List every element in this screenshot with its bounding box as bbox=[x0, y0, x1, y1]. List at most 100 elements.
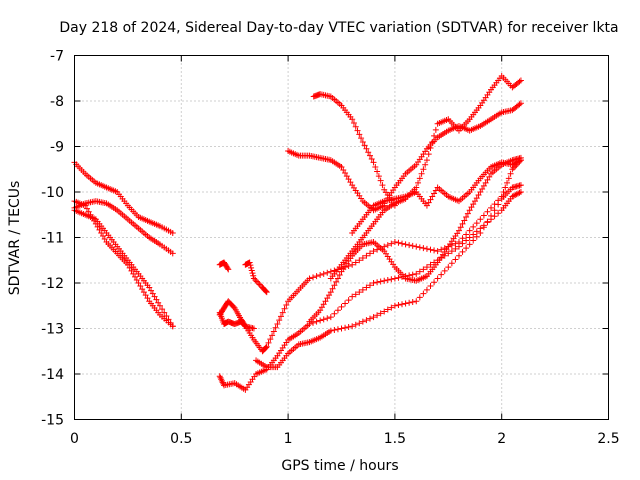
data-point bbox=[377, 310, 384, 317]
data-point bbox=[306, 275, 313, 282]
data-point bbox=[455, 243, 462, 250]
data-point bbox=[151, 293, 158, 300]
x-tick-label: 0.5 bbox=[170, 431, 192, 447]
data-point bbox=[370, 248, 377, 255]
data-point bbox=[327, 327, 334, 334]
data-point bbox=[384, 242, 391, 249]
data-point bbox=[422, 161, 429, 168]
data-point bbox=[495, 210, 502, 217]
x-tick-label: 1.5 bbox=[384, 431, 406, 447]
series-arc-5 bbox=[216, 259, 232, 273]
axis-ticks bbox=[74, 55, 609, 420]
y-tick-label: -12 bbox=[41, 276, 64, 292]
data-point bbox=[354, 127, 361, 134]
data-point bbox=[457, 224, 464, 231]
series-arc-10 bbox=[253, 182, 524, 371]
data-point bbox=[82, 202, 89, 209]
data-point bbox=[248, 264, 255, 271]
data-point bbox=[133, 276, 140, 283]
data-point bbox=[395, 301, 402, 308]
data-point bbox=[359, 254, 366, 261]
data-point bbox=[409, 271, 416, 278]
data-point bbox=[329, 285, 336, 292]
data-point bbox=[342, 300, 349, 307]
data-point bbox=[452, 245, 459, 252]
data-point bbox=[345, 297, 352, 304]
data-point bbox=[477, 189, 484, 195]
data-point bbox=[425, 199, 432, 206]
data-point bbox=[477, 216, 484, 223]
data-point bbox=[128, 267, 135, 274]
data-point bbox=[343, 173, 350, 180]
data-point bbox=[384, 276, 391, 283]
data-point bbox=[479, 185, 486, 192]
data-point bbox=[413, 298, 420, 305]
data-point bbox=[391, 239, 398, 246]
y-tick-label: -8 bbox=[50, 94, 64, 110]
data-point bbox=[276, 317, 283, 324]
data-point bbox=[250, 272, 257, 279]
data-point bbox=[155, 299, 162, 306]
data-point bbox=[366, 282, 373, 289]
series-arc-11 bbox=[306, 154, 524, 325]
data-point bbox=[445, 264, 452, 271]
data-point bbox=[427, 196, 434, 203]
data-point bbox=[149, 290, 156, 297]
y-tick-label: -7 bbox=[50, 49, 64, 65]
data-point bbox=[356, 320, 363, 327]
data-point bbox=[441, 267, 448, 274]
data-point bbox=[135, 280, 142, 286]
data-point bbox=[363, 145, 370, 152]
series-arc-1 bbox=[71, 159, 176, 236]
data-point bbox=[272, 324, 279, 331]
data-point bbox=[463, 214, 470, 221]
data-point bbox=[463, 231, 470, 238]
data-point bbox=[324, 295, 331, 302]
data-point bbox=[473, 220, 480, 227]
data-point bbox=[486, 173, 493, 180]
data-point bbox=[388, 276, 395, 283]
data-point bbox=[320, 270, 327, 277]
data-point bbox=[466, 207, 473, 214]
data-point bbox=[322, 298, 329, 305]
data-point bbox=[452, 256, 459, 263]
data-point bbox=[326, 292, 333, 299]
x-axis-label: GPS time / hours bbox=[281, 458, 398, 474]
data-point bbox=[345, 323, 352, 330]
data-point bbox=[377, 177, 384, 184]
data-point bbox=[423, 245, 430, 252]
data-point bbox=[310, 274, 317, 281]
data-point bbox=[434, 275, 441, 282]
data-point bbox=[144, 295, 151, 302]
data-point bbox=[491, 207, 498, 214]
data-point bbox=[224, 265, 231, 272]
data-point bbox=[336, 272, 343, 279]
data-point bbox=[338, 303, 345, 310]
data-point bbox=[507, 170, 514, 177]
data-point bbox=[167, 319, 174, 326]
data-point bbox=[94, 223, 101, 230]
data-point bbox=[256, 281, 263, 288]
data-point bbox=[423, 264, 430, 271]
data-point bbox=[391, 202, 398, 209]
data-point bbox=[399, 301, 406, 308]
x-tick-label: 2 bbox=[497, 431, 506, 447]
series-arc-6 bbox=[242, 259, 270, 296]
data-point bbox=[482, 179, 489, 186]
y-tick-label: -15 bbox=[41, 413, 64, 429]
data-point bbox=[368, 156, 375, 163]
data-point bbox=[434, 248, 441, 255]
data-point bbox=[429, 193, 436, 200]
data-point bbox=[363, 284, 370, 291]
data-point bbox=[431, 132, 438, 139]
data-point bbox=[409, 242, 416, 249]
y-tick-label: -14 bbox=[41, 367, 64, 383]
data-point bbox=[142, 292, 149, 299]
data-point bbox=[463, 245, 470, 252]
series-arc-13 bbox=[327, 72, 524, 282]
data-point bbox=[349, 116, 356, 123]
data-point bbox=[274, 320, 281, 327]
data-point bbox=[488, 212, 495, 219]
data-point bbox=[359, 286, 366, 293]
data-point bbox=[169, 250, 176, 257]
